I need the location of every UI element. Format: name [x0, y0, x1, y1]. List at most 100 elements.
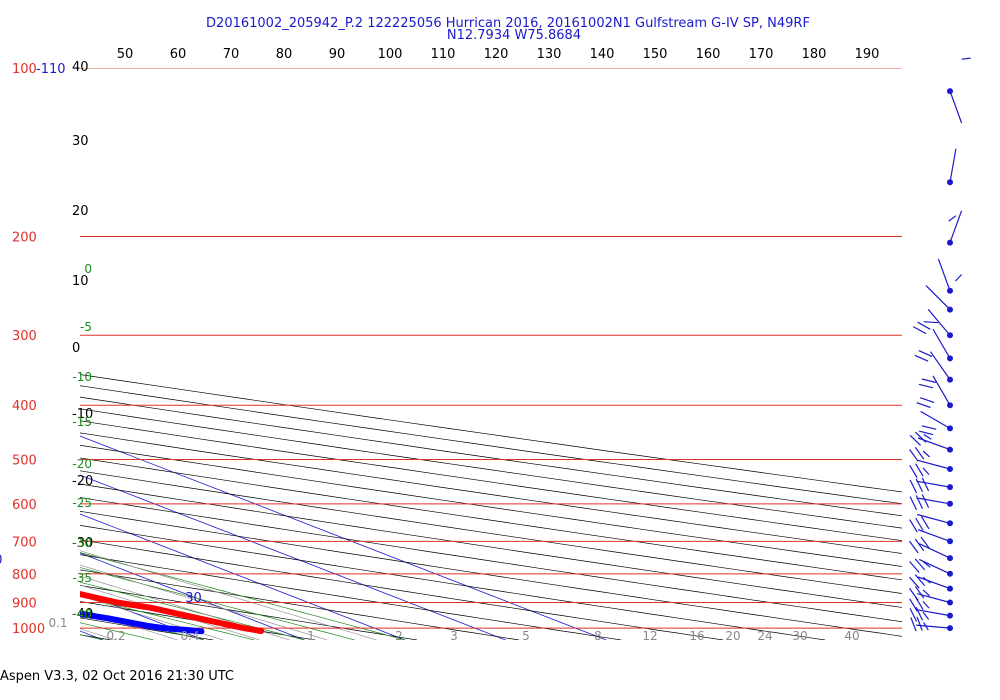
mixing-ratio-line	[80, 584, 260, 640]
dry-adiabat-line	[80, 432, 902, 554]
dry-adiabat-line	[80, 525, 826, 640]
moist-left-label: 0	[84, 262, 92, 276]
mixing-ratio-label: 24	[757, 629, 772, 643]
mixing-ratio-label: 0.2	[106, 629, 125, 643]
moist-adiabat-line	[0, 68, 53, 640]
moist-left-label: -5	[80, 320, 92, 334]
theta-top-label: 180	[802, 47, 827, 62]
wind-barb	[909, 459, 953, 479]
theta-top-label: 140	[590, 47, 615, 62]
mixing-ratio-label: 3	[450, 629, 458, 643]
wind-barb	[923, 258, 953, 324]
mixing-ratio-label: 20	[725, 629, 740, 643]
isotherm-line	[80, 513, 406, 640]
wind-barb	[918, 375, 953, 436]
wind-barb	[909, 437, 953, 462]
moist-adiabat-line	[80, 567, 355, 640]
mixing-ratio-label: 16	[689, 629, 704, 643]
dry-adiabat-line	[80, 374, 902, 493]
mixing-ratio-label: 30	[792, 629, 807, 643]
dry-adiabat-line	[80, 510, 902, 637]
dry-adiabat-line	[80, 385, 902, 505]
isotherm-line	[80, 552, 305, 640]
wind-barb	[909, 543, 953, 573]
mixing-ratio-line	[80, 550, 377, 640]
moist-left-label: -10	[72, 370, 92, 384]
left-temp-label: 20	[72, 204, 89, 219]
mixing-ratio-label: 2	[395, 629, 403, 643]
dry-adiabat-line	[80, 444, 902, 567]
pressure-label: 100	[12, 62, 37, 77]
dry-adiabat-line	[80, 569, 520, 640]
dry-adiabat-line	[80, 457, 902, 581]
moist-left-label: -15	[72, 415, 92, 429]
wind-barb	[909, 494, 953, 510]
theta-top-label: 50	[117, 47, 134, 62]
left-temp-label: -40	[72, 607, 93, 622]
moist-left-label: -25	[72, 496, 92, 510]
mixing-ratio-label: 12	[642, 629, 657, 643]
wind-barb	[909, 593, 953, 612]
theta-top-label: 90	[329, 47, 346, 62]
theta-top-label: 80	[276, 47, 293, 62]
left-temp-label: 0	[72, 341, 80, 356]
left-temp-label: 30	[72, 134, 89, 149]
moist-adiabat-line	[80, 581, 305, 640]
mixing-ratio-label: 0.1	[48, 616, 67, 630]
dry-adiabat-line	[80, 470, 902, 594]
theta-top-label: 110	[431, 47, 456, 62]
moist-left-label: -20	[72, 457, 92, 471]
mixing-ratio-line	[80, 564, 328, 640]
pressure-label: 200	[12, 231, 37, 246]
dry-adiabat-line	[80, 585, 418, 640]
moist-adiabat-line	[80, 596, 255, 640]
wind-barb	[947, 148, 957, 222]
isotherm-label: 20	[0, 553, 3, 568]
moist-adiabat-line	[80, 609, 204, 640]
pressure-label: 900	[12, 596, 37, 611]
theta-top-label: 160	[696, 47, 721, 62]
moist-left-label: -30	[72, 536, 92, 550]
isotherm-line	[80, 474, 506, 640]
wind-barb	[912, 285, 953, 335]
footer-timestamp: Aspen V3.3, 02 Oct 2016 21:30 UTC	[0, 669, 234, 684]
wind-barb	[947, 210, 963, 282]
wind-barb	[947, 57, 971, 124]
temperature-profile-line	[80, 590, 265, 634]
mixing-ratio-label: 8	[594, 629, 602, 643]
dry-adiabat-line	[80, 634, 112, 640]
pressure-label: 600	[12, 498, 37, 513]
isotherm-label: 30	[185, 591, 202, 606]
pressure-label-extra: -110	[36, 62, 66, 77]
theta-top-label: 70	[223, 47, 240, 62]
wind-barb	[910, 616, 953, 632]
dry-adiabat-line	[80, 497, 902, 623]
wind-barb	[909, 607, 953, 622]
wind-barb	[909, 513, 953, 533]
mixing-ratio-line	[80, 595, 224, 640]
moist-left-label: -40	[72, 607, 92, 621]
dry-adiabat-line	[80, 617, 214, 640]
wind-barb	[909, 529, 953, 554]
pressure-label: 1000	[12, 622, 45, 637]
theta-top-label: 150	[643, 47, 668, 62]
mixing-ratio-label: 0.4	[180, 629, 199, 643]
left-temp-label: 40	[72, 60, 89, 75]
pressure-label: 800	[12, 568, 37, 583]
mixing-ratio-line	[80, 575, 290, 640]
pressure-label: 300	[12, 329, 37, 344]
mixing-ratio-label: 40	[844, 629, 859, 643]
theta-top-label: 100	[378, 47, 403, 62]
left-temp-label: -20	[72, 474, 93, 489]
wind-barb	[909, 477, 953, 494]
theta-top-label: 60	[170, 47, 187, 62]
dry-adiabat-line	[80, 539, 724, 640]
moist-adiabat-line	[80, 552, 406, 640]
left-temp-label: -10	[72, 407, 93, 422]
mixing-ratio-label: 1	[307, 629, 315, 643]
left-temp-label: -30	[72, 536, 93, 551]
pressure-label: 500	[12, 453, 37, 468]
mixing-ratio-line	[0, 335, 47, 640]
isotherm-line	[80, 435, 607, 640]
